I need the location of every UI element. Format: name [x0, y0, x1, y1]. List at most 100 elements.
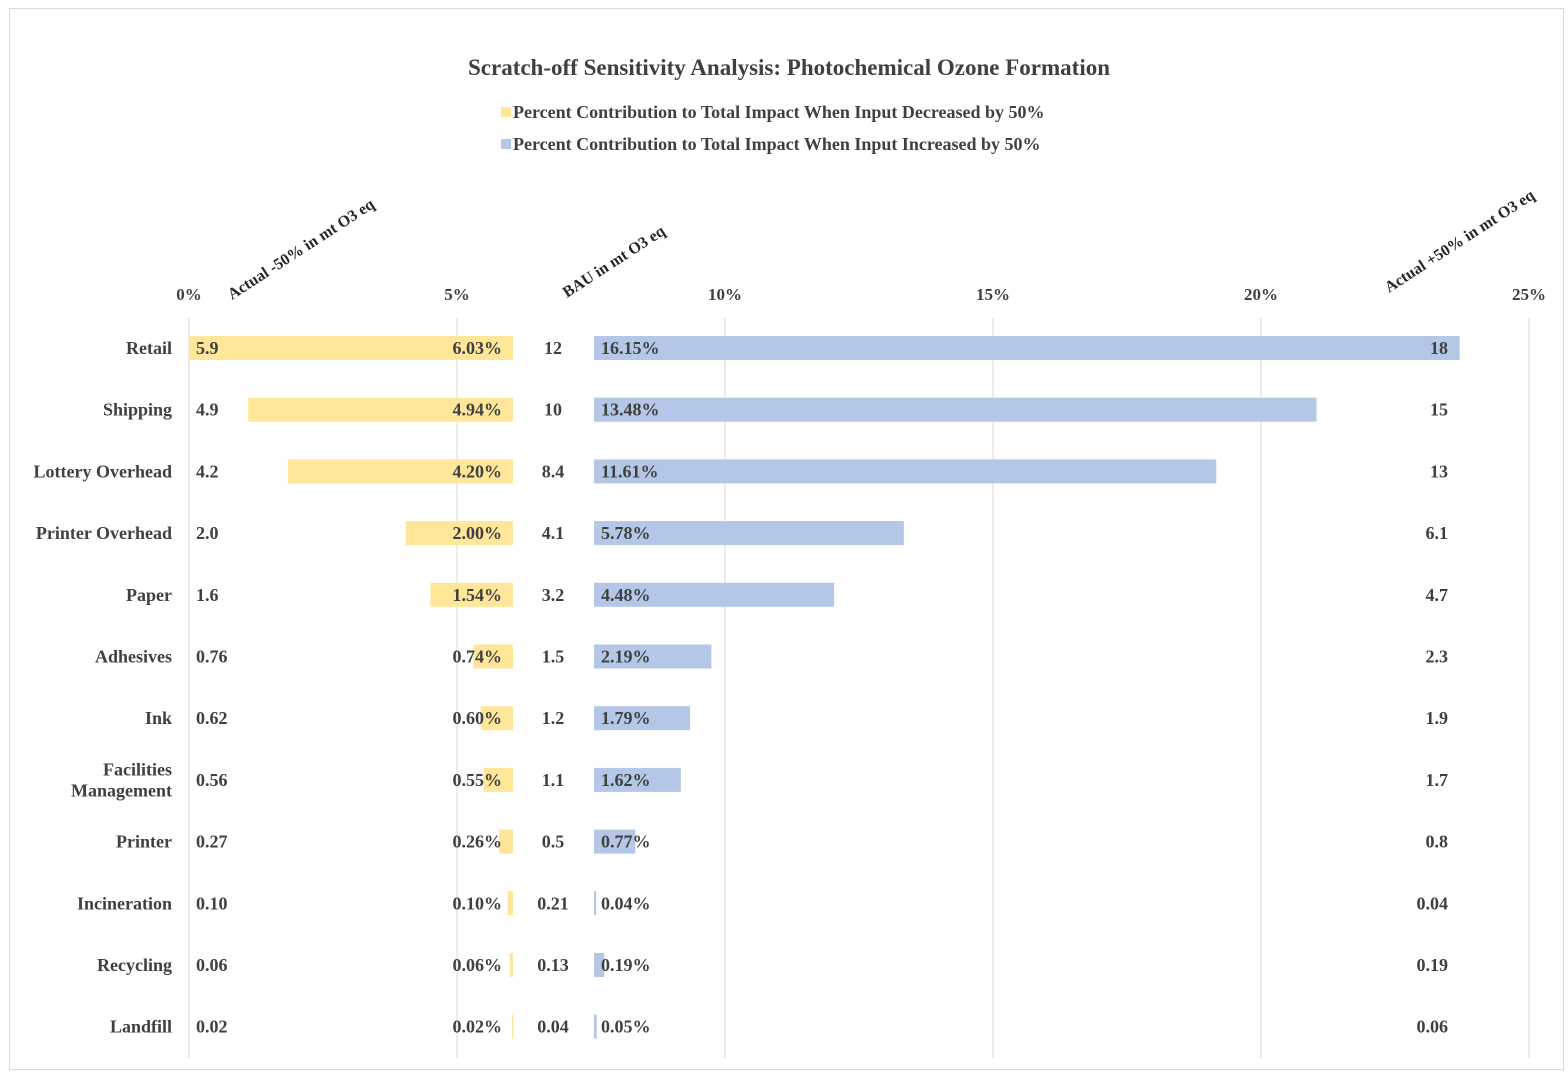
bar-increased [594, 336, 1460, 360]
category-label: Shipping [103, 400, 172, 420]
bau-label: 1.1 [542, 770, 565, 790]
bar-increased [594, 582, 835, 607]
increased-percent-label: 0.77% [601, 832, 651, 852]
actual-plus-label: 0.8 [1426, 832, 1449, 852]
category-label: Incineration [77, 893, 172, 913]
bau-label: 4.1 [542, 523, 565, 543]
actual-plus-label: 1.9 [1426, 708, 1449, 728]
bar-decreased [189, 336, 514, 360]
bar-decreased [511, 1014, 514, 1039]
grid [188, 318, 1530, 1058]
chart-row: Ink 0.62 0.60% 1.2 1.79% 1.9 [145, 706, 1449, 731]
bar-increased [594, 397, 1317, 422]
actual-minus-label: 0.02 [196, 1017, 228, 1037]
actual-minus-label: 5.9 [196, 338, 219, 358]
category-label: Management [71, 780, 172, 800]
increased-percent-label: 16.15% [601, 338, 660, 358]
bar-increased [594, 953, 605, 977]
bau-label: 8.4 [542, 461, 565, 481]
bau-label: 0.04 [537, 1017, 569, 1037]
chart-rows: Retail 5.9 6.03% 12 16.15% 18 Shipping 4.9 4.94%… [34, 336, 1460, 1039]
increased-percent-label: 0.04% [601, 893, 651, 913]
actual-plus-label: 4.7 [1426, 585, 1449, 605]
category-label: Landfill [110, 1017, 172, 1037]
bar-decreased [509, 953, 513, 977]
x-axis-ticks: 0% 5% 10% 15% 20% 25% [176, 285, 1546, 304]
actual-minus-label: 0.56 [196, 770, 228, 790]
decreased-percent-label: 2.00% [453, 523, 503, 543]
decreased-percent-label: 0.02% [453, 1017, 503, 1037]
chart-row: Paper 1.6 1.54% 3.2 4.48% 4.7 [126, 582, 1449, 607]
actual-plus-label: 6.1 [1426, 523, 1449, 543]
chart-row: Lottery Overhead 4.2 4.20% 8.4 11.61% 13 [34, 459, 1448, 484]
decreased-percent-label: 0.74% [453, 647, 503, 667]
legend-swatch-increased [501, 139, 511, 149]
chart-row: Retail 5.9 6.03% 12 16.15% 18 [126, 336, 1460, 360]
column-header-actual-plus: Actual +50% in mt O3 eq [1382, 187, 1538, 297]
actual-plus-label: 0.06 [1417, 1017, 1449, 1037]
column-header-actual-minus: Actual -50% in mt O3 eq [225, 196, 378, 304]
bau-label: 1.2 [542, 708, 565, 728]
actual-plus-label: 0.04 [1417, 893, 1449, 913]
category-label: Ink [145, 708, 172, 728]
actual-plus-label: 15 [1430, 400, 1448, 420]
actual-minus-label: 4.2 [196, 461, 219, 481]
actual-minus-label: 0.76 [196, 647, 228, 667]
category-label: Printer Overhead [36, 523, 172, 543]
bau-label: 3.2 [542, 585, 565, 605]
actual-minus-label: 4.9 [196, 400, 219, 420]
bau-label: 1.5 [542, 647, 565, 667]
actual-plus-label: 18 [1430, 338, 1448, 358]
category-label: Adhesives [95, 647, 172, 667]
increased-percent-label: 0.19% [601, 955, 651, 975]
chart-row: Printer 0.27 0.26% 0.5 0.77% 0.8 [116, 829, 1449, 854]
actual-minus-label: 0.62 [196, 708, 228, 728]
category-label: Recycling [97, 955, 172, 975]
actual-minus-label: 1.6 [196, 585, 219, 605]
x-tick-label: 15% [976, 285, 1010, 304]
increased-percent-label: 5.78% [601, 523, 651, 543]
decreased-percent-label: 4.94% [453, 400, 503, 420]
decreased-percent-label: 1.54% [453, 585, 503, 605]
x-tick-label: 20% [1244, 285, 1278, 304]
column-header-bau: BAU in mt O3 eq [560, 223, 668, 302]
chart-row: Adhesives 0.76 0.74% 1.5 2.19% 2.3 [95, 644, 1448, 669]
chart-row: Printer Overhead 2.0 2.00% 4.1 5.78% 6.1 [36, 521, 1449, 546]
chart-row: Incineration 0.10 0.10% 0.21 0.04% 0.04 [77, 891, 1449, 916]
bau-label: 10 [544, 400, 562, 420]
chart-row: Recycling 0.06 0.06% 0.13 0.19% 0.19 [97, 953, 1448, 977]
category-label: Facilities [103, 759, 172, 779]
decreased-percent-label: 0.10% [453, 893, 503, 913]
actual-plus-label: 1.7 [1426, 770, 1449, 790]
decreased-percent-label: 6.03% [453, 338, 503, 358]
decreased-percent-label: 0.26% [453, 832, 503, 852]
bar-decreased [248, 397, 513, 422]
increased-percent-label: 0.05% [601, 1017, 651, 1037]
legend-swatch-decreased [501, 107, 511, 117]
bar-decreased [507, 891, 513, 916]
chart-row: Landfill 0.02 0.02% 0.04 0.05% 0.06 [110, 1014, 1449, 1039]
bar-increased [594, 706, 690, 731]
category-label: Lottery Overhead [34, 461, 172, 481]
x-tick-label: 5% [444, 285, 470, 304]
category-label: Paper [126, 585, 172, 605]
decreased-percent-label: 0.06% [453, 955, 503, 975]
decreased-percent-label: 0.55% [453, 770, 503, 790]
legend-label-decreased: Percent Contribution to Total Impact Whe… [513, 102, 1045, 122]
bau-label: 0.13 [537, 955, 569, 975]
increased-percent-label: 1.62% [601, 770, 651, 790]
bar-decreased [405, 521, 513, 546]
chart-title: Scratch-off Sensitivity Analysis: Photoc… [468, 55, 1110, 80]
x-tick-label: 25% [1512, 285, 1546, 304]
bar-decreased [473, 644, 513, 669]
bar-increased [594, 891, 597, 916]
increased-percent-label: 1.79% [601, 708, 651, 728]
actual-minus-label: 0.06 [196, 955, 228, 975]
bau-label: 12 [544, 338, 562, 358]
actual-plus-label: 13 [1430, 461, 1448, 481]
x-tick-label: 0% [176, 285, 202, 304]
bar-increased [594, 1014, 597, 1039]
bar-decreased [483, 767, 513, 792]
category-label: Printer [116, 832, 172, 852]
